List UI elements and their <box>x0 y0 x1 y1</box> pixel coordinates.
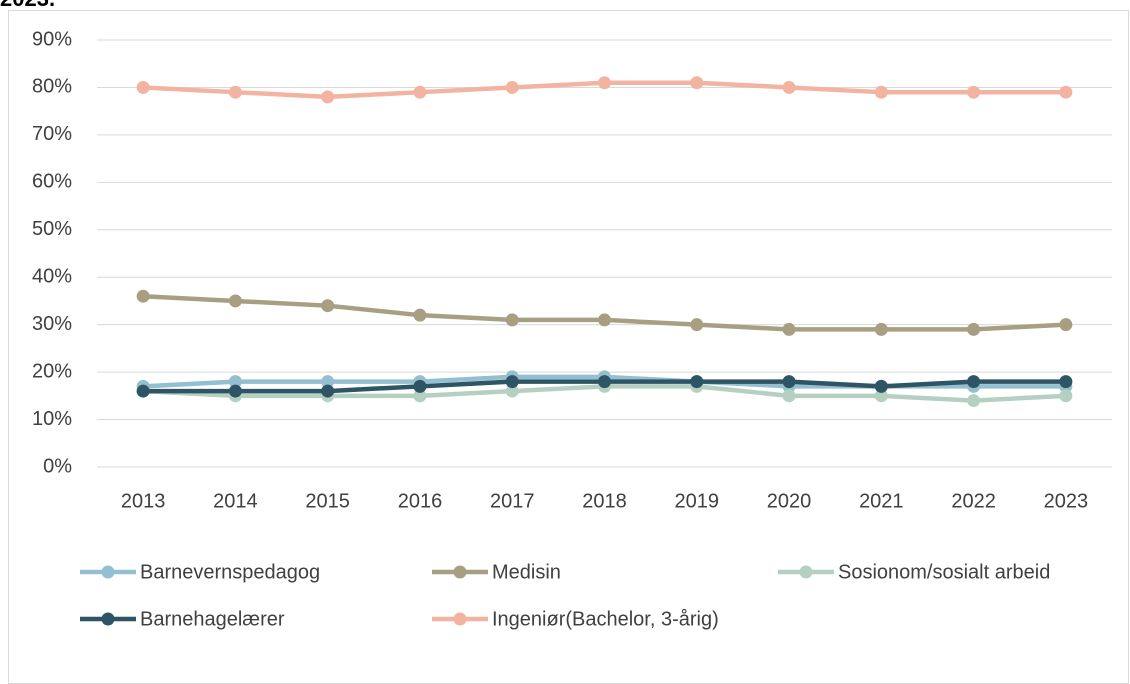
x-tick-label: 2023 <box>1044 490 1089 512</box>
series-marker <box>136 80 150 94</box>
series-marker <box>598 313 611 327</box>
y-tick-label: 30% <box>32 313 72 335</box>
series-marker <box>874 322 888 336</box>
y-tick-label: 50% <box>32 218 72 240</box>
series-marker <box>967 375 981 389</box>
series-marker <box>505 375 519 389</box>
series-marker <box>967 394 981 408</box>
legend-label: Barnehagelærer <box>140 608 285 630</box>
y-tick-label: 60% <box>32 171 72 193</box>
y-tick-label: 80% <box>32 76 72 98</box>
x-tick-label: 2018 <box>582 490 627 512</box>
series-marker <box>505 313 519 327</box>
x-tick-label: 2020 <box>767 490 812 512</box>
series-marker <box>690 375 704 389</box>
series-marker <box>413 308 427 322</box>
x-tick-label: 2015 <box>305 490 350 512</box>
y-tick-label: 90% <box>32 28 72 50</box>
series-marker <box>598 76 611 90</box>
series-marker <box>782 389 796 403</box>
series-marker <box>228 375 242 389</box>
series-marker <box>321 90 335 104</box>
series-marker <box>228 384 242 398</box>
legend-marker <box>453 565 467 579</box>
legend-label: Sosionom/sosialt arbeid <box>838 561 1050 583</box>
legend-label: Medisin <box>492 561 561 583</box>
x-tick-label: 2022 <box>951 490 996 512</box>
series-marker <box>1059 375 1073 389</box>
series-marker <box>967 322 981 336</box>
series-marker <box>1059 85 1073 99</box>
y-tick-label: 70% <box>32 123 72 145</box>
series-marker <box>136 289 150 303</box>
series-marker <box>413 85 427 99</box>
y-tick-label: 0% <box>43 455 72 477</box>
series-marker <box>874 379 888 393</box>
legend-marker <box>453 612 467 626</box>
series-marker <box>136 384 150 398</box>
series-marker <box>413 379 427 393</box>
series-marker <box>690 318 704 332</box>
series-marker <box>967 85 981 99</box>
x-tick-label: 2013 <box>121 490 166 512</box>
x-tick-label: 2016 <box>398 490 443 512</box>
series-marker <box>782 375 796 389</box>
legend-marker <box>101 565 115 579</box>
series-marker <box>321 384 335 398</box>
y-tick-label: 40% <box>32 266 72 288</box>
series-marker <box>782 80 796 94</box>
series-marker <box>1059 389 1073 403</box>
series-marker <box>782 322 796 336</box>
series-marker <box>598 375 611 389</box>
x-tick-label: 2014 <box>213 490 258 512</box>
y-tick-label: 10% <box>32 408 72 430</box>
series-marker <box>690 76 704 90</box>
series-marker <box>505 384 519 398</box>
series-marker <box>874 389 888 403</box>
x-tick-label: 2017 <box>490 490 535 512</box>
series-marker <box>228 294 242 308</box>
series-marker <box>413 389 427 403</box>
series-marker <box>505 80 519 94</box>
legend-marker <box>101 612 115 626</box>
series-marker <box>321 299 335 313</box>
series-marker <box>874 85 888 99</box>
series-marker <box>1059 318 1073 332</box>
x-tick-label: 2021 <box>859 490 904 512</box>
legend-marker <box>799 565 813 579</box>
legend-label: Barnevernspedagog <box>140 561 320 583</box>
chart-title: 2023. <box>0 0 55 11</box>
legend-label: Ingeniør(Bachelor, 3-årig) <box>492 608 719 630</box>
x-tick-label: 2019 <box>675 490 720 512</box>
series-marker <box>228 85 242 99</box>
series-marker <box>321 375 335 389</box>
y-tick-label: 20% <box>32 360 72 382</box>
